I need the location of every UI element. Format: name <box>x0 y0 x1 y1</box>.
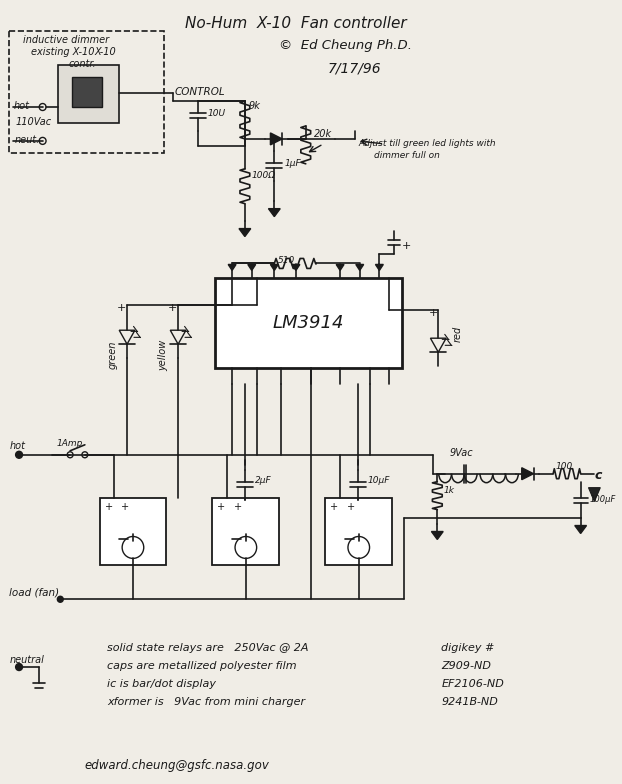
Text: existing X-10: existing X-10 <box>31 47 95 57</box>
Text: hot: hot <box>13 101 29 111</box>
Circle shape <box>16 663 22 670</box>
Text: 9k: 9k <box>249 101 261 111</box>
Bar <box>325 498 392 565</box>
Text: +: + <box>330 502 338 512</box>
Text: 20k: 20k <box>313 129 332 139</box>
Polygon shape <box>248 264 256 270</box>
Circle shape <box>16 452 22 459</box>
Text: inductive dimmer: inductive dimmer <box>23 35 109 45</box>
Text: Z909-ND: Z909-ND <box>441 661 491 671</box>
Text: 2μF: 2μF <box>254 476 271 485</box>
Circle shape <box>57 597 63 602</box>
Polygon shape <box>269 209 281 216</box>
Text: +: + <box>234 502 242 512</box>
Text: load (fan): load (fan) <box>9 587 59 597</box>
Text: 110Vac: 110Vac <box>15 117 51 127</box>
Text: digikey #: digikey # <box>441 643 494 653</box>
Text: +: + <box>217 502 226 512</box>
Text: yellow: yellow <box>159 340 169 372</box>
Text: c: c <box>595 469 601 481</box>
Text: edward.cheung@gsfc.nasa.gov: edward.cheung@gsfc.nasa.gov <box>85 759 270 771</box>
Polygon shape <box>356 264 364 270</box>
Text: red: red <box>453 326 463 343</box>
Text: EF2106-ND: EF2106-ND <box>441 679 504 689</box>
Bar <box>213 498 279 565</box>
Polygon shape <box>271 133 282 145</box>
Text: 9241B-ND: 9241B-ND <box>441 697 498 707</box>
Polygon shape <box>271 264 278 270</box>
Polygon shape <box>432 532 443 539</box>
Polygon shape <box>588 488 600 502</box>
Bar <box>58 65 119 123</box>
Polygon shape <box>575 525 587 533</box>
Text: 9Vac: 9Vac <box>450 448 474 458</box>
Text: LM3914: LM3914 <box>273 314 345 332</box>
Bar <box>215 278 402 368</box>
Text: ©  Ed Cheung Ph.D.: © Ed Cheung Ph.D. <box>279 39 412 53</box>
Bar <box>72 77 101 107</box>
Polygon shape <box>292 264 300 270</box>
Text: solid state relays are   250Vac @ 2A: solid state relays are 250Vac @ 2A <box>108 643 309 653</box>
Text: ic is bar/dot display: ic is bar/dot display <box>108 679 216 689</box>
Text: 1k: 1k <box>443 485 454 495</box>
Text: Adjust till green led lights with: Adjust till green led lights with <box>359 139 496 148</box>
Text: dimmer full on: dimmer full on <box>374 151 440 160</box>
Text: X-10: X-10 <box>95 47 116 57</box>
Text: No-Hum  X-10  Fan controller: No-Hum X-10 Fan controller <box>185 16 407 31</box>
Text: 1μF: 1μF <box>284 159 301 168</box>
Polygon shape <box>228 264 236 270</box>
Bar <box>9 31 164 153</box>
Text: hot: hot <box>9 441 26 451</box>
Text: 100Ω: 100Ω <box>252 171 276 180</box>
Text: 100: 100 <box>555 462 572 470</box>
Text: neutral: neutral <box>9 655 44 665</box>
Text: +: + <box>117 303 127 314</box>
Text: +: + <box>429 308 438 318</box>
Text: CONTROL: CONTROL <box>174 87 225 97</box>
Text: 100μF: 100μF <box>590 495 616 503</box>
Text: +: + <box>402 241 411 251</box>
Text: 510: 510 <box>278 256 295 266</box>
Text: caps are metallized polyester film: caps are metallized polyester film <box>108 661 297 671</box>
Polygon shape <box>376 264 383 270</box>
Text: +: + <box>104 502 113 512</box>
Text: neut.: neut. <box>15 135 40 145</box>
Text: 1Amp: 1Amp <box>57 439 83 448</box>
Bar <box>100 498 166 565</box>
Text: 10U: 10U <box>208 109 226 118</box>
Polygon shape <box>522 468 534 480</box>
Text: +: + <box>169 303 178 314</box>
Text: +: + <box>347 502 355 512</box>
Text: 10μF: 10μF <box>368 476 390 485</box>
Text: contr.: contr. <box>68 59 96 69</box>
Polygon shape <box>336 264 344 270</box>
Text: +: + <box>121 502 129 512</box>
Text: xformer is   9Vac from mini charger: xformer is 9Vac from mini charger <box>108 697 305 707</box>
Text: 7/17/96: 7/17/96 <box>328 61 382 75</box>
Polygon shape <box>239 229 251 237</box>
Text: green: green <box>108 340 118 368</box>
